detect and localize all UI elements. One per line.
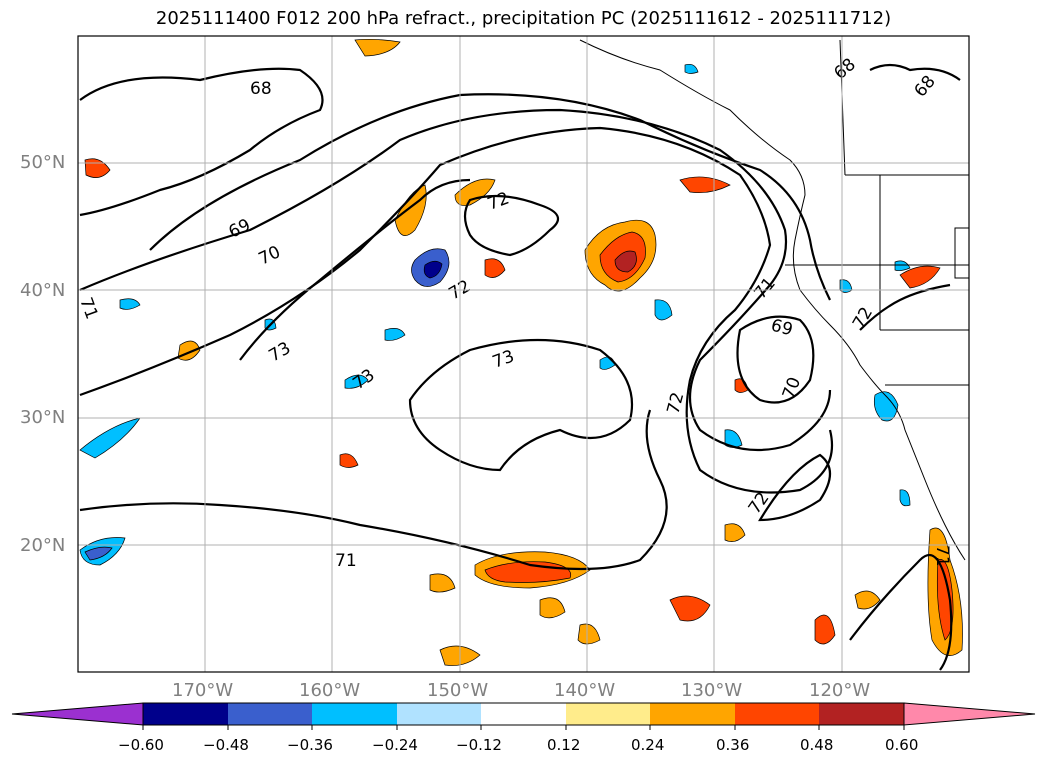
contour-label: 71	[75, 295, 101, 322]
contour-label: 68	[250, 79, 272, 99]
lon-label-140w: 140°W	[554, 680, 616, 701]
contour-labels: 68 69 70 71 72 72 72 73 73 73 71 69 70 7…	[75, 55, 952, 571]
contour-label: 68	[911, 72, 940, 101]
colorbar-tick-label: 0.60	[885, 736, 919, 754]
graticule	[78, 36, 969, 672]
page-title: 2025111400 F012 200 hPa refract., precip…	[155, 8, 892, 29]
contour-label: 69	[226, 215, 254, 242]
colorbar-bin	[143, 703, 228, 725]
lon-label-170w: 170°W	[172, 680, 234, 701]
colorbar-frame	[142, 702, 905, 726]
colorbar-tick-label: 0.48	[800, 736, 834, 754]
colorbar-bin	[397, 703, 481, 725]
colorbar-bin	[312, 703, 397, 725]
contour-label: 71	[932, 545, 952, 567]
colorbar-tick-label: −0.36	[287, 736, 333, 754]
refractivity-contours	[79, 63, 961, 671]
contour-label: 71	[335, 551, 357, 571]
lon-label-120w: 120°W	[809, 680, 871, 701]
colorbar-left-extend	[11, 702, 144, 726]
colorbar-bin	[228, 703, 312, 725]
colorbar-bin	[819, 703, 904, 725]
contour-label: 72	[485, 189, 512, 215]
map-content: 68 69 70 71 72 72 72 73 73 73 71 69 70 7…	[75, 36, 969, 672]
colorbar-tick-label: −0.60	[118, 736, 164, 754]
colorbar-tick-label: −0.12	[456, 736, 502, 754]
colorbar-bin	[481, 703, 566, 725]
colorbar-tick-label: 0.36	[716, 736, 750, 754]
colorbar-tick-label: −0.48	[203, 736, 249, 754]
precip-positive-areas	[84, 38, 963, 666]
colorbar-tick-label: 0.24	[631, 736, 665, 754]
colorbar-tick-label: −0.24	[372, 736, 418, 754]
map-frame	[77, 35, 970, 673]
contour-label: 70	[779, 375, 805, 402]
colorbar-tick-label: 0.12	[547, 736, 581, 754]
contour-label: 72	[664, 390, 689, 416]
colorbar-bin	[650, 703, 735, 725]
contour-label: 73	[349, 365, 378, 394]
contour-label: 73	[266, 338, 295, 366]
lon-label-130w: 130°W	[681, 680, 743, 701]
lat-label-40n: 40°N	[20, 280, 66, 301]
contour-label: 68	[830, 55, 859, 84]
colorbar-bin	[566, 703, 650, 725]
colorbar	[11, 702, 1036, 730]
lon-label-160w: 160°W	[299, 680, 361, 701]
lat-label-30n: 30°N	[20, 407, 66, 428]
lat-label-50n: 50°N	[20, 152, 66, 173]
coastline	[579, 39, 969, 561]
colorbar-right-extend	[903, 702, 1036, 726]
contour-label: 69	[769, 316, 795, 341]
colorbar-bin	[735, 703, 819, 725]
lat-label-20n: 20°N	[20, 535, 66, 556]
precip-negative-areas	[79, 63, 911, 566]
lon-label-150w: 150°W	[427, 680, 489, 701]
contour-label: 73	[490, 347, 517, 373]
contour-label: 72	[849, 304, 877, 333]
contour-label: 70	[256, 242, 284, 269]
